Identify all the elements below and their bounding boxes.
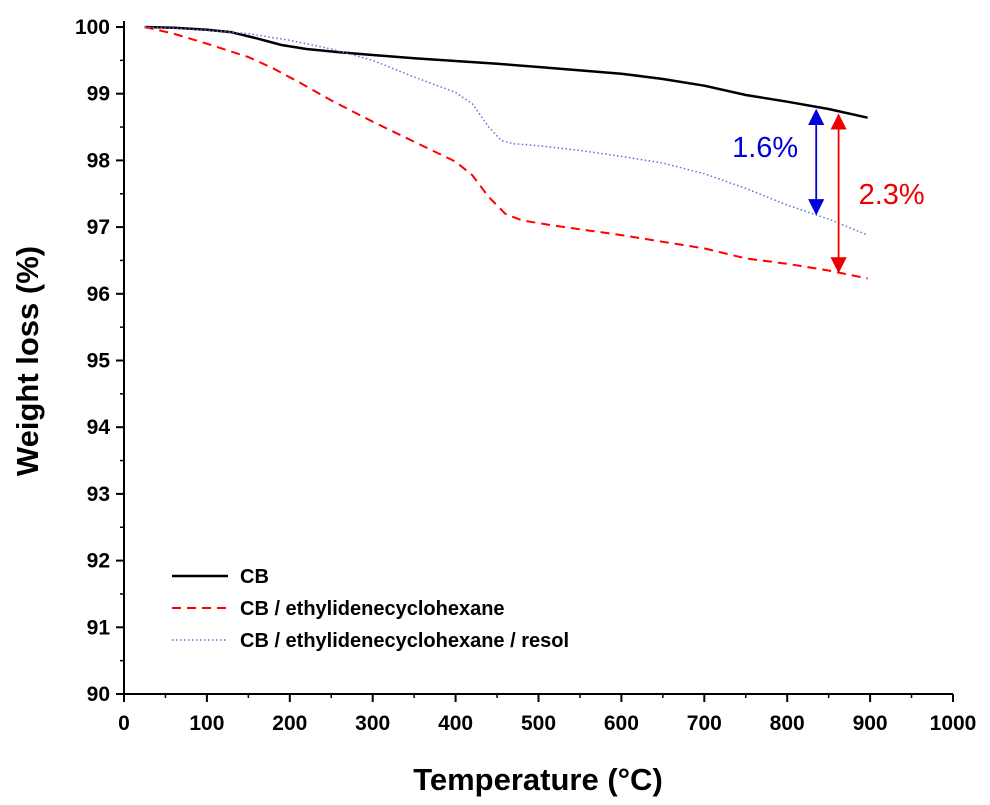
annotation-label-blue: 1.6% <box>732 132 798 164</box>
x-tick-label: 500 <box>521 712 556 735</box>
x-tick-label: 400 <box>438 712 473 735</box>
ticks: 0 100 200 300 400 500 600 700 800 900 1000 90 91 92 93… <box>75 16 976 735</box>
x-tick-label: 900 <box>853 712 888 735</box>
y-tick-label: 95 <box>87 350 111 373</box>
x-tick-label: 800 <box>770 712 805 735</box>
x-tick-label: 0 <box>118 712 130 735</box>
y-tick-label: 92 <box>87 550 110 573</box>
y-axis-title: Weight loss (%) <box>10 246 45 476</box>
annotations: 1.6% 2.3% <box>732 108 925 274</box>
legend-label-cb: CB <box>240 566 269 588</box>
series-line-cb <box>144 25 868 119</box>
x-tick-label: 100 <box>189 712 224 735</box>
x-tick-label: 700 <box>687 712 722 735</box>
annotation-label-red: 2.3% <box>859 179 925 211</box>
axes <box>123 21 953 695</box>
series-lines <box>144 25 868 280</box>
y-tick-label: 90 <box>87 683 110 706</box>
legend-label-cb-ethylidenecyclohexane: CB / ethylidenecyclohexane <box>240 598 505 620</box>
y-tick-label: 98 <box>87 149 111 172</box>
x-tick-label: 600 <box>604 712 639 735</box>
legend: CB CB / ethylidenecyclohexane CB / ethyl… <box>172 566 569 652</box>
y-tick-label: 96 <box>87 283 110 306</box>
y-tick-label: 91 <box>87 616 111 639</box>
x-tick-label: 300 <box>355 712 390 735</box>
x-tick-label: 200 <box>272 712 307 735</box>
y-tick-label: 94 <box>87 416 111 439</box>
series-line-cb-ethylidenecyclohexane-resol <box>144 26 868 236</box>
series-line-cb-ethylidenecyclohexane <box>144 26 868 280</box>
x-axis-title: Temperature (°C) <box>413 762 663 797</box>
y-tick-label: 100 <box>75 16 110 39</box>
legend-label-cb-ethylidenecyclohexane-resol: CB / ethylidenecyclohexane / resol <box>240 630 569 652</box>
y-tick-label: 97 <box>87 216 110 239</box>
y-tick-label: 99 <box>87 83 110 106</box>
y-tick-label: 93 <box>87 483 110 506</box>
x-tick-label: 1000 <box>930 712 977 735</box>
